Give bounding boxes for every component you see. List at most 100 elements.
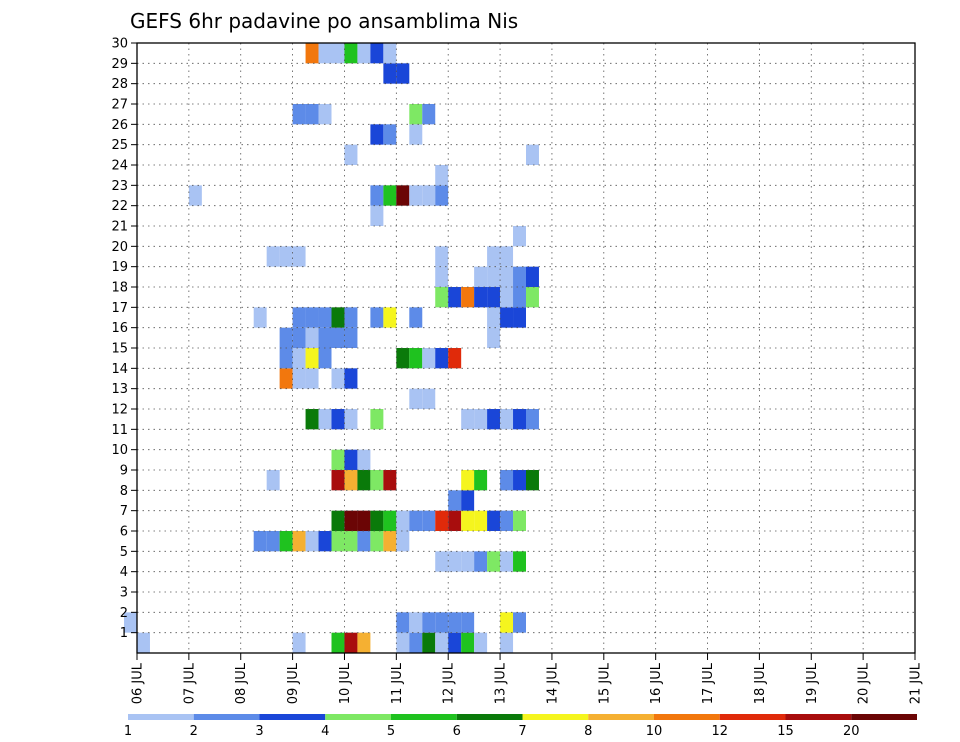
heatmap-cell [487,510,501,531]
y-tick-label: 7 [120,504,128,519]
heatmap-cell [331,327,345,348]
heatmap-cell [279,348,293,369]
heatmap-cell [461,510,475,531]
heatmap-cell [435,510,449,531]
heatmap-cell [448,348,462,369]
heatmap-cell [305,409,319,430]
heatmap-cell [344,368,358,389]
heatmap-cell [461,409,475,430]
heatmap-cell [331,531,345,552]
heatmap-cell [305,368,319,389]
heatmap-cell [474,287,488,308]
heatmap-cell [253,307,267,328]
heatmap-cell [383,510,397,531]
y-tick-label: 18 [111,281,128,296]
y-tick-label: 16 [111,321,128,336]
legend-label: 15 [777,724,794,739]
heatmap-cell [318,409,332,430]
x-axis: 06 JUL 07 JUL 08 JUL 09 JUL 10 JUL 11 JUL 12 J… [131,653,924,704]
heatmap-cell [487,287,501,308]
heatmap-cell [409,185,423,206]
heatmap-cell [513,287,526,308]
x-tick-label: 15 JUL [597,662,612,704]
x-tick-label: 21 JUL [909,662,924,704]
y-tick-label: 25 [111,138,128,153]
y-tick-label: 23 [111,179,128,194]
x-tick-label: 06 JUL [131,662,146,704]
heatmap-cell [344,327,358,348]
y-tick-label: 5 [120,545,128,560]
heatmap-cell [344,43,358,64]
cell-layer [124,43,539,653]
heatmap-cell [279,368,293,389]
heatmap-cell [526,409,539,430]
heatmap-cell [266,246,280,267]
y-tick-label: 4 [120,565,128,580]
legend-swatch [391,714,457,720]
x-tick-label: 07 JUL [182,662,197,704]
heatmap-cell [292,104,306,125]
color-legend: 1 2 3 4 5 6 7 8 10 12 15 20 [124,714,917,739]
heatmap-cell [448,632,462,653]
heatmap-cell [422,104,436,125]
legend-swatch [259,714,326,720]
heatmap-cell [435,165,449,186]
heatmap-cell [383,531,397,552]
y-tick-label: 9 [120,464,128,479]
heatmap-cell [188,185,202,206]
heatmap-cell [474,409,488,430]
heatmap-cell [513,510,526,531]
heatmap-cell [292,632,306,653]
heatmap-cell [461,612,475,633]
legend-swatch [325,714,391,720]
heatmap-cell [331,409,345,430]
heatmap-cell [474,470,488,491]
heatmap-cell [487,327,501,348]
heatmap-cell [331,307,345,328]
heatmap-cell [396,348,410,369]
heatmap-cell [383,43,397,64]
heatmap-cell [383,470,397,491]
y-tick-label: 28 [111,77,128,92]
x-tick-label: 08 JUL [234,662,249,704]
heatmap-cell [318,307,332,328]
heatmap-cell [409,307,423,328]
y-tick-label: 19 [111,260,128,275]
heatmap-cell [409,348,423,369]
heatmap-cell [370,124,384,145]
heatmap-cell [487,266,501,287]
heatmap-cell [370,531,384,552]
heatmap-cell [292,246,306,267]
legend-label: 3 [255,724,263,739]
legend-swatch [522,714,589,720]
heatmap-cell [500,287,514,308]
legend-label: 10 [646,724,663,739]
heatmap-cell [292,531,306,552]
x-tick-label: 11 JUL [390,662,405,704]
heatmap-cell [409,612,423,633]
heatmap-cell [137,632,150,653]
heatmap-cell [124,612,137,633]
heatmap-cell [500,246,514,267]
heatmap-cell [279,246,293,267]
heatmap-cell [370,185,384,206]
legend-label: 12 [711,724,728,739]
legend-swatch [456,714,523,720]
heatmap-cell [448,551,462,572]
legend-swatch [588,714,654,720]
heatmap-cell [448,510,462,531]
heatmap-cell [526,266,539,287]
heatmap-cell [474,632,488,653]
heatmap-cell [448,287,462,308]
heatmap-cell [357,531,371,552]
y-tick-label: 15 [111,342,128,357]
heatmap-cell [331,632,345,653]
heatmap-cell [500,612,514,633]
y-tick-label: 14 [111,362,128,377]
heatmap-cell [305,307,319,328]
y-tick-label: 17 [111,301,128,316]
y-tick-label: 1 [120,626,128,641]
heatmap-cell [305,348,319,369]
heatmap-cell [500,409,514,430]
x-tick-label: 12 JUL [442,662,457,704]
